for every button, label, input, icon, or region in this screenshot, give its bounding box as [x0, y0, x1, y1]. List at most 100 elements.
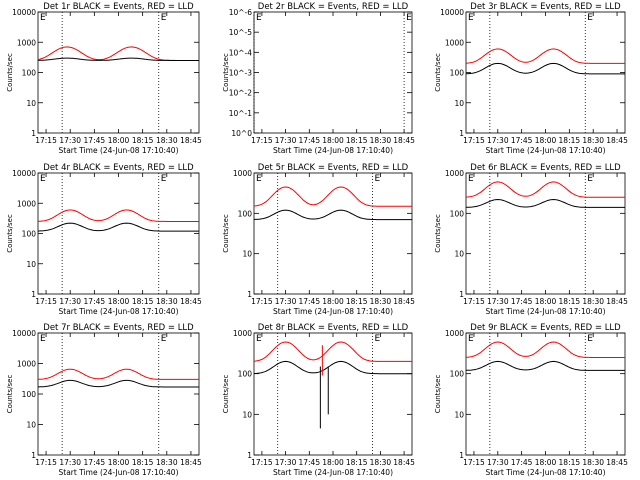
y-tick-label: 100: [450, 69, 465, 78]
y-tick-label: 10: [242, 250, 252, 259]
y-tick-label: 1000: [445, 38, 464, 47]
marker-label: E: [468, 334, 474, 344]
x-axis-label: Start Time (24-Jun-08 17:10:40): [273, 146, 393, 155]
series-lld-line: [38, 368, 199, 380]
x-tick-label: 17:30: [487, 458, 509, 467]
x-tick-label: 18:30: [582, 297, 604, 306]
series-events-line: [253, 209, 412, 221]
y-tick-label: 10000: [12, 329, 36, 338]
series-events-line: [254, 360, 412, 375]
marker-label: E: [256, 13, 262, 23]
series-events-line: [465, 62, 625, 75]
y-tick-label: 10^-1: [229, 109, 253, 118]
x-axis-label: Start Time (24-Jun-08 17:10:40): [273, 307, 393, 316]
x-tick-label: 17:30: [59, 136, 81, 145]
y-tick-label: 10: [26, 260, 36, 269]
x-tick-label: 17:15: [251, 136, 273, 145]
chart-title: Det 6r BLACK = Events, RED = LLD: [470, 163, 621, 173]
plot-frame: [253, 11, 413, 134]
x-tick-label: 17:45: [84, 136, 106, 145]
x-tick-label: 18:15: [346, 297, 368, 306]
x-tick-label: 17:30: [59, 297, 81, 306]
x-tick-label: 18:15: [559, 458, 581, 467]
series-events-line: [465, 360, 625, 371]
x-tick-label: 18:00: [322, 458, 344, 467]
y-tick-label: 100: [238, 370, 253, 379]
y-tick-label: 1000: [445, 329, 464, 338]
y-tick-label: 1: [459, 290, 464, 299]
y-tick-label: 1: [31, 451, 36, 460]
x-tick-label: 18:30: [582, 458, 604, 467]
y-tick-label: 10^-4: [229, 48, 253, 57]
x-tick-label: 17:30: [275, 297, 297, 306]
x-tick-label: 18:15: [346, 136, 368, 145]
x-axis-label: Start Time (24-Jun-08 17:10:40): [59, 307, 179, 316]
x-tick-label: 17:30: [487, 297, 509, 306]
y-tick-label: 10: [454, 410, 464, 419]
y-tick-label: 10000: [12, 8, 36, 17]
x-tick-label: 17:45: [84, 458, 106, 467]
x-tick-label: 18:45: [606, 458, 628, 467]
y-tick-label: 100: [238, 209, 253, 218]
x-tick-label: 18:00: [108, 458, 130, 467]
x-tick-label: 18:00: [535, 136, 557, 145]
y-axis-label: Counts/sec: [434, 214, 442, 253]
series-events-line: [38, 222, 199, 232]
chart-panel-9: Det 9r BLACK = Events, RED = LLD 17:15 17:…: [434, 323, 628, 477]
x-tick-label: 17:15: [463, 458, 485, 467]
x-tick-label: 18:15: [132, 136, 154, 145]
x-axis-label: Start Time (24-Jun-08 17:10:40): [59, 468, 179, 477]
y-tick-label: 1000: [17, 199, 36, 208]
x-axis-label: Start Time (24-Jun-08 17:10:40): [59, 146, 179, 155]
x-tick-label: 17:30: [275, 136, 297, 145]
chart-title: Det 9r BLACK = Events, RED = LLD: [470, 323, 621, 333]
y-tick-label: 1000: [233, 169, 252, 178]
chart-title: Det 5r BLACK = Events, RED = LLD: [258, 163, 409, 173]
y-axis-label: Counts/sec: [6, 375, 14, 414]
x-tick-label: 17:15: [251, 297, 273, 306]
marker-label: E: [161, 334, 167, 344]
x-tick-label: 18:30: [156, 136, 178, 145]
x-tick-label: 18:45: [180, 458, 202, 467]
y-tick-label: 1: [31, 290, 36, 299]
y-tick-label: 1000: [445, 169, 464, 178]
marker-label: E: [468, 174, 474, 184]
y-axis-label: Counts/sec: [434, 375, 442, 414]
y-tick-label: 10^0: [231, 129, 252, 138]
chart-title: Det 4r BLACK = Events, RED = LLD: [43, 163, 194, 173]
series-lld-line: [253, 341, 412, 362]
y-tick-label: 10000: [440, 8, 464, 17]
y-tick-label: 1: [247, 451, 252, 460]
x-tick-label: 18:45: [180, 297, 202, 306]
y-tick-label: 10^-6: [229, 8, 253, 17]
x-tick-label: 18:15: [132, 458, 154, 467]
y-tick-label: 10: [26, 99, 36, 108]
marker-label: E: [40, 13, 46, 23]
x-tick-label: 18:45: [393, 458, 415, 467]
y-tick-label: 10: [242, 410, 252, 419]
y-axis-label: Counts/sec: [222, 214, 230, 253]
x-tick-label: 18:30: [582, 136, 604, 145]
y-tick-label: 10: [454, 99, 464, 108]
y-tick-label: 10000: [12, 169, 36, 178]
x-tick-label: 18:30: [156, 458, 178, 467]
x-tick-label: 17:15: [35, 297, 57, 306]
y-axis-label: Counts/sec: [6, 53, 14, 92]
marker-label: E: [161, 174, 167, 184]
y-tick-label: 10^-5: [229, 28, 253, 37]
series-lld-line: [38, 209, 199, 222]
series-events-line: [38, 379, 199, 388]
chart-title: Det 2r BLACK = Events, RED = LLD: [258, 2, 409, 12]
marker-label: E: [40, 174, 46, 184]
chart-title: Det 7r BLACK = Events, RED = LLD: [43, 323, 194, 333]
y-axis-label: Counts/sec: [222, 53, 230, 92]
y-tick-label: 1000: [233, 329, 252, 338]
marker-label: E: [256, 174, 262, 184]
x-tick-label: 18:00: [535, 297, 557, 306]
x-axis-label: Start Time (24-Jun-08 17:10:40): [486, 468, 606, 477]
x-tick-label: 18:15: [559, 136, 581, 145]
